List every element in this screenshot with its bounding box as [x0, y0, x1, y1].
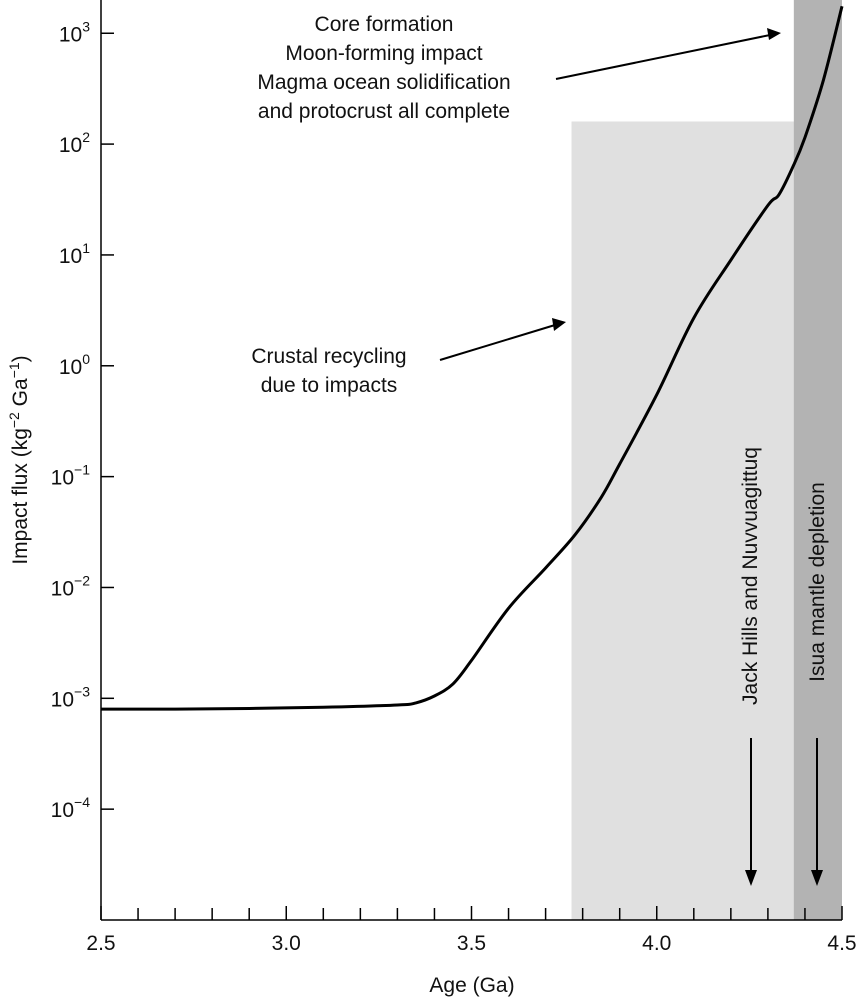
y-axis-title-exp2: −1 — [6, 362, 22, 378]
crustal-recycling-note: Crustal recycling due to impacts — [251, 318, 566, 397]
isua-label: Isua mantle depletion — [806, 482, 829, 682]
core-formation-line-1: Core formation — [315, 13, 454, 36]
jack-hills-annotation: Jack Hills and Nuvvuagittuq — [739, 447, 762, 886]
core-formation-line-2: Moon-forming impact — [285, 42, 482, 65]
y-tick-label: 102 — [59, 129, 90, 157]
y-axis-title-exp1: −2 — [6, 412, 22, 428]
x-tick-label: 3.0 — [272, 932, 301, 955]
y-tick-label: 10−1 — [51, 462, 91, 490]
jack-hills-arrowhead — [745, 870, 757, 886]
x-axis-title: Age (Ga) — [429, 974, 514, 997]
crustal-recycling-arrowhead — [552, 318, 566, 331]
y-tick-label: 10−4 — [51, 794, 91, 822]
y-axis-title: Impact flux (kg−2 Ga−1) — [6, 355, 32, 564]
core-formation-note: Core formation Moon-forming impact Magma… — [257, 13, 781, 123]
isua-annotation: Isua mantle depletion — [806, 482, 829, 886]
y-axis-title-mid: Ga — [9, 378, 32, 412]
shaded-regions — [571, 0, 842, 920]
x-tick-label: 2.5 — [86, 932, 115, 955]
y-tick-label: 10−2 — [51, 572, 91, 600]
y-axis-title-base: Impact flux (kg — [9, 428, 32, 565]
core-formation-arrow — [555, 34, 771, 80]
impact-flux-line — [100, 5, 844, 711]
core-formation-line-3: Magma ocean solidification — [257, 71, 510, 94]
y-ticks: 103 102 101 100 10−1 10−2 10−3 10−4 — [51, 18, 114, 822]
x-tick-label: 4.0 — [642, 932, 671, 955]
x-tick-label: 3.5 — [457, 932, 486, 955]
crustal-recycling-line-1: Crustal recycling — [251, 345, 406, 368]
y-tick-label: 100 — [59, 351, 90, 379]
y-axis-title-end: ) — [9, 355, 32, 362]
x-tick-label: 4.5 — [827, 932, 856, 955]
isua-arrowhead — [811, 870, 823, 886]
y-tick-label: 103 — [59, 18, 90, 46]
x-ticks: 2.5 3.0 3.5 4.0 4.5 — [86, 906, 857, 955]
crustal-recycling-line-2: due to impacts — [261, 374, 398, 397]
core-formation-line-4: and protocrust all complete — [258, 100, 510, 123]
y-tick-label: 10−3 — [51, 683, 91, 711]
core-formation-arrowhead — [767, 28, 781, 40]
jack-hills-label: Jack Hills and Nuvvuagittuq — [739, 447, 762, 705]
y-tick-label: 101 — [59, 240, 90, 268]
crustal-recycling-arrow — [439, 324, 556, 361]
